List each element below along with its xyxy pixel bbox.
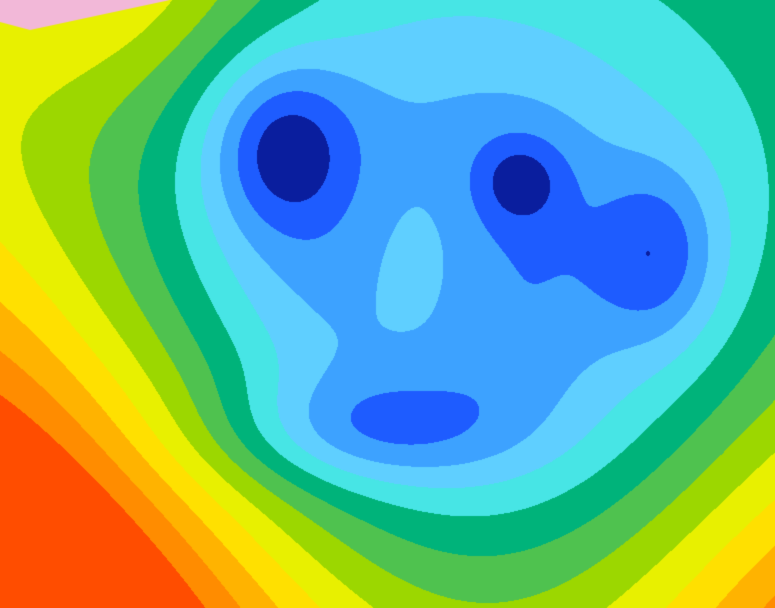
contour-plot: [0, 0, 775, 608]
